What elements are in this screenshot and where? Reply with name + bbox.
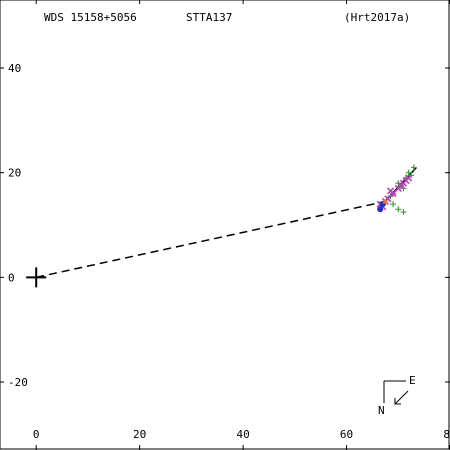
primary-star-cross-icon: [26, 267, 47, 288]
point-cross: [402, 176, 410, 185]
point-plus: [395, 206, 402, 213]
compass-arrow-head-icon: [394, 398, 401, 405]
primary-star-marker: [26, 267, 47, 288]
point-circle: [377, 206, 384, 213]
compass-direction-arrow: [394, 390, 409, 405]
chart-discoverer-label: STTA137: [186, 11, 232, 24]
x-tick-label: 40: [236, 428, 249, 441]
chart-title-wds-id: WDS 15158+5056: [44, 11, 137, 24]
chart-reference-label: (Hrt2017a): [344, 11, 410, 24]
compass-east-label: E: [409, 374, 416, 387]
compass-rose: E N: [378, 374, 416, 417]
point-cross: [397, 182, 405, 190]
y-tick-label: 20: [8, 167, 21, 180]
y-tick-label: 40: [8, 62, 21, 75]
point-plus: [390, 201, 397, 208]
x-tick-label: 20: [133, 428, 146, 441]
orbit-lines: [36, 166, 417, 279]
x-tick-label: 80: [443, 428, 450, 441]
point-cross: [386, 187, 395, 195]
axis-tick-labels: 0 20 40 60 80 -20 0 20 40: [8, 62, 450, 441]
y-tick-label: -20: [8, 376, 28, 389]
primary-to-companion-dashed-line: [36, 200, 386, 279]
y-tick-label: 0: [8, 271, 15, 284]
point-triangle: [382, 198, 389, 204]
x-tick-label: 60: [340, 428, 353, 441]
measurement-points: [376, 164, 417, 215]
x-tick-label: 0: [33, 428, 40, 441]
point-plus: [400, 208, 407, 215]
point-plus: [410, 164, 417, 171]
compass-north-label: N: [378, 404, 385, 417]
